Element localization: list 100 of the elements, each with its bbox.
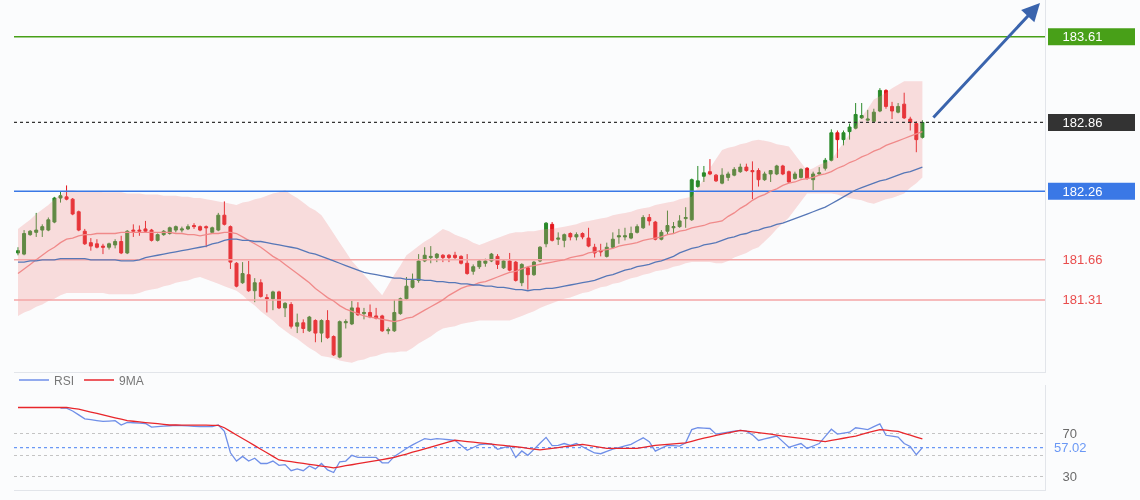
candlestick [635,223,640,234]
candlestick [732,166,737,177]
candlestick [835,129,840,159]
candlestick [258,278,263,299]
candlestick [70,197,75,216]
candlestick [368,303,373,319]
y-tick-label: 183.61 [1062,29,1103,45]
candlestick [100,243,105,255]
candlestick [295,313,300,334]
candlestick [337,319,342,359]
candlestick [185,223,190,229]
candlestick [501,259,506,270]
line-series [17,130,924,323]
candlestick [198,224,203,232]
candlestick [683,206,688,229]
candlestick [374,307,379,320]
candlestick [908,116,913,131]
candlestick [616,228,621,245]
candlestick [252,277,257,303]
candlestick [701,165,706,183]
y-tick-label: 181.66 [1062,252,1103,268]
candlestick [714,173,719,183]
candlestick [155,233,160,243]
candlestick [871,108,876,123]
candlestick [465,253,470,276]
candlestick [865,109,870,122]
candlestick [531,260,536,277]
candlestick [817,166,822,176]
legend-label: 9MA [119,373,144,388]
candlestick [610,231,615,249]
candlestick [762,171,767,182]
candlestick [604,242,609,259]
candlestick [192,222,197,230]
candlestick [641,214,646,230]
candlestick [210,226,215,234]
candlestick [453,251,458,261]
candlestick [738,163,743,174]
candlestick [361,307,366,320]
candlestick [695,165,700,189]
candlestick [380,314,385,333]
candlestick [28,229,33,237]
candlestick [562,233,567,248]
candlestick [841,129,846,146]
legend-label: RSI [54,373,75,388]
candlestick [246,260,251,293]
candlestick [240,261,245,285]
candlestick [301,318,306,334]
y-tick-label: 182.86 [1062,115,1103,131]
candlestick [707,158,712,176]
candlestick [343,318,348,329]
candlestick [914,120,919,153]
candlestick [902,92,907,120]
candlestick [179,226,184,233]
candlestick [34,212,39,238]
candlestick [513,260,518,283]
candlestick [234,261,239,288]
candlestick [76,210,81,232]
candlestick [805,166,810,181]
candlestick [568,231,573,241]
candlestick [477,259,482,270]
candlestick [88,237,93,252]
candlestick [519,262,524,287]
ref-line-label: 57.02 [1054,440,1087,455]
candlestick [222,200,227,226]
candlestick [289,301,294,329]
y-tick-label: 181.31 [1062,292,1103,308]
candlestick [550,221,555,243]
candlestick [544,221,549,248]
candlestick [173,224,178,233]
candlestick [16,246,20,256]
y-tick-label: 182.26 [1062,183,1103,199]
candlestick [204,224,209,248]
candlestick [653,220,658,241]
candlestick [622,227,627,241]
candlestick [46,216,51,232]
candlestick [434,252,439,263]
candlestick [131,223,136,238]
candlestick [556,231,561,246]
candlestick [647,213,652,226]
candlestick [119,235,124,255]
line-series [17,166,924,292]
candlestick [786,170,791,184]
candlestick [525,266,530,291]
candlestick [896,102,901,114]
candlestick [507,252,512,272]
candlestick [768,170,773,183]
candlestick [94,238,99,249]
candlestick [40,223,45,238]
y-tick-label: 70 [1062,426,1078,442]
candlestick [877,87,882,113]
candlestick [890,101,895,120]
candlestick [774,164,779,176]
candlestick [125,229,130,255]
candlestick [216,212,221,232]
candlestick [792,171,797,181]
candlestick [920,119,925,139]
candlestick [107,242,112,251]
candlestick [264,293,269,313]
candlestick [859,102,864,119]
candlestick [64,184,69,201]
